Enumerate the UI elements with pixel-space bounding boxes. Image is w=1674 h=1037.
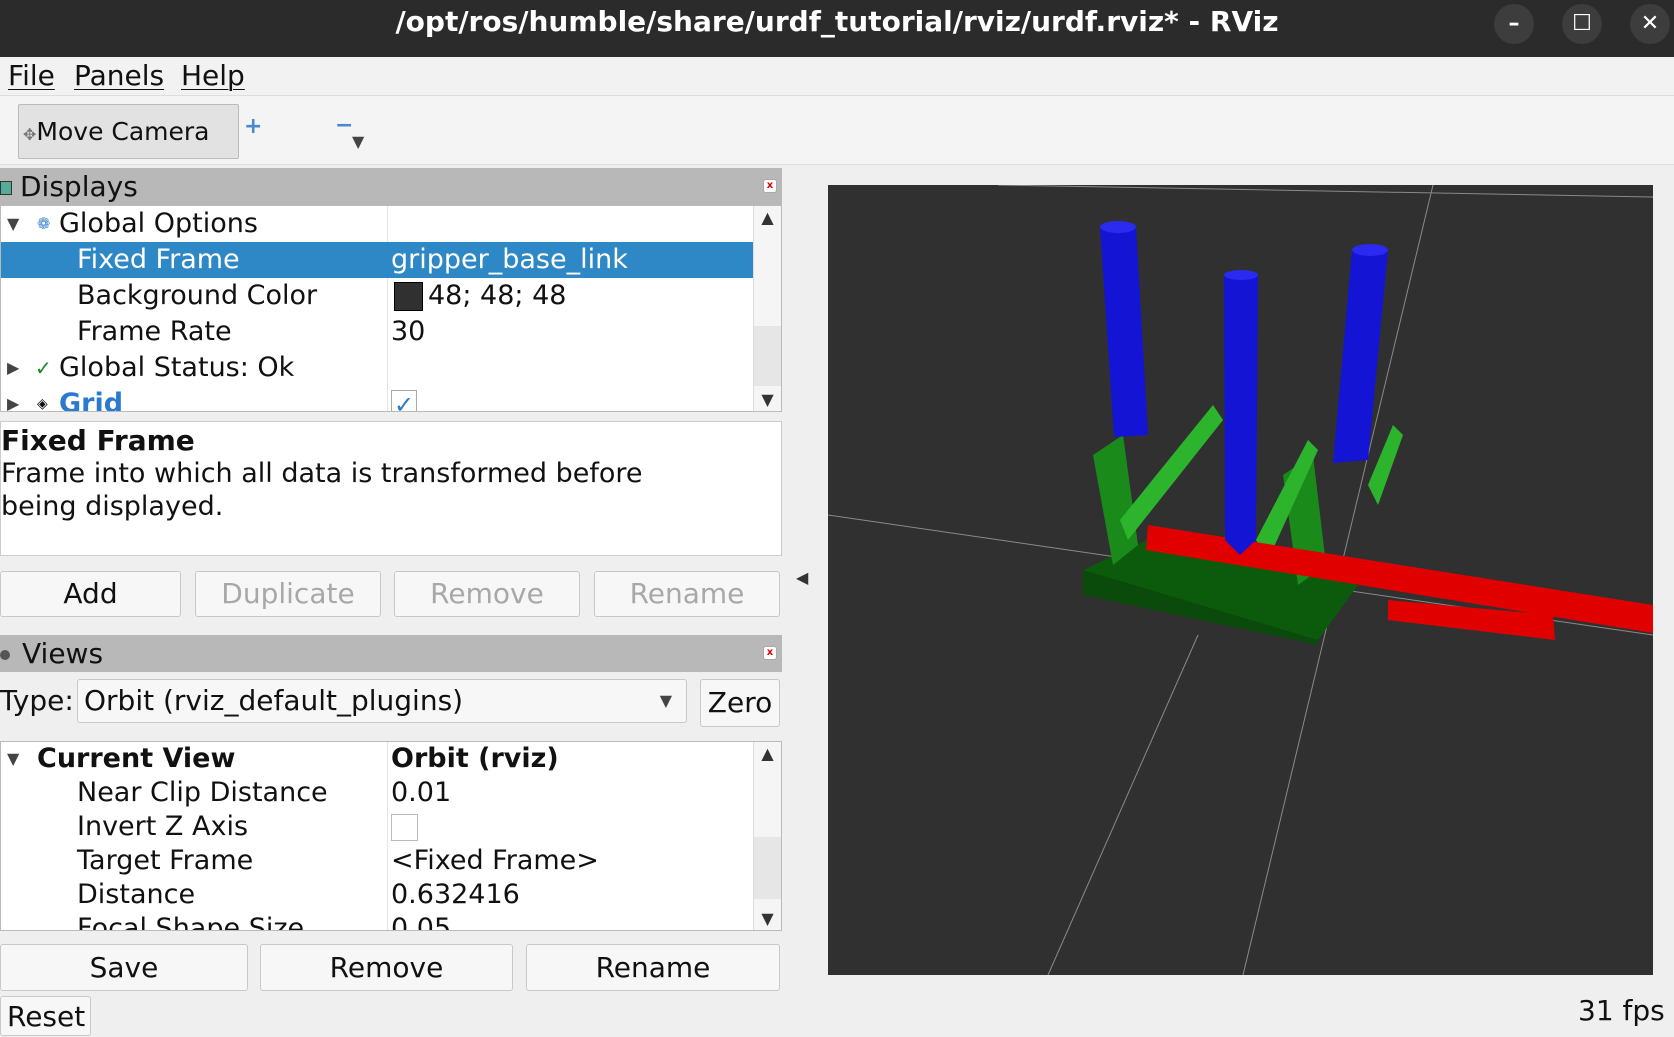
row-label: Near Clip Distance xyxy=(77,777,328,808)
save-view-button[interactable]: Save xyxy=(0,944,248,991)
3d-viewport[interactable] xyxy=(828,185,1653,975)
views-icon xyxy=(0,650,10,660)
row-value[interactable]: <Fixed Frame> xyxy=(391,845,599,876)
move-camera-label: Move Camera xyxy=(36,117,210,146)
row-value[interactable]: 0.632416 xyxy=(391,879,520,910)
zero-button[interactable]: Zero xyxy=(700,679,780,727)
tree-row-distance[interactable]: Distance 0.632416 xyxy=(1,878,755,912)
close-panel-icon[interactable]: x xyxy=(763,646,777,660)
row-value: Orbit (rviz) xyxy=(391,743,559,774)
window-title: /opt/ros/humble/share/urdf_tutorial/rviz… xyxy=(395,5,1279,38)
tree-row-fixed-frame[interactable]: Fixed Frame gripper_base_link xyxy=(1,242,755,278)
monitor-icon xyxy=(0,181,12,195)
toolbar: ✥Move Camera + − ▼ xyxy=(0,96,1674,165)
robot-scene xyxy=(828,185,1653,975)
menu-help[interactable]: Help xyxy=(181,59,245,92)
duplicate-button[interactable]: Duplicate xyxy=(195,571,381,617)
view-type-select[interactable]: Orbit (rviz_default_plugins) ▼ xyxy=(77,679,687,723)
invert-z-checkbox[interactable] xyxy=(391,814,418,841)
type-label: Type: xyxy=(0,684,74,717)
displays-panel-header: Displays x xyxy=(0,168,782,205)
title-bar: /opt/ros/humble/share/urdf_tutorial/rviz… xyxy=(0,0,1674,57)
fps-counter: 31 fps xyxy=(1578,994,1665,1027)
tree-row-background-color[interactable]: Background Color 48; 48; 48 xyxy=(1,278,755,314)
grid-icon: ◈ xyxy=(37,396,48,412)
row-label: Focal Shape Size xyxy=(77,913,305,931)
gear-icon: ❁ xyxy=(37,214,51,233)
tree-row-current-view[interactable]: ▼ Current View Orbit (rviz) xyxy=(1,742,755,776)
tree-row-target-frame[interactable]: Target Frame <Fixed Frame> xyxy=(1,844,755,878)
tree-row-global-status[interactable]: ▶ ✓ Global Status: Ok xyxy=(1,350,755,386)
row-label: Global Status: Ok xyxy=(59,352,295,383)
row-label: Invert Z Axis xyxy=(77,811,249,842)
row-label: Distance xyxy=(77,879,196,910)
displays-title: Displays xyxy=(20,170,138,203)
minimize-button[interactable]: – xyxy=(1494,4,1534,44)
expand-arrow-icon[interactable]: ▼ xyxy=(7,214,20,233)
color-swatch[interactable] xyxy=(394,282,423,311)
row-label: Frame Rate xyxy=(77,316,232,347)
remove-display-button[interactable]: Remove xyxy=(394,571,580,617)
tree-row-focal-shape-size[interactable]: Focal Shape Size 0.05 xyxy=(1,912,755,931)
reset-button[interactable]: Reset xyxy=(0,996,91,1036)
move-camera-tool[interactable]: ✥Move Camera xyxy=(18,104,239,159)
check-icon: ✓ xyxy=(35,356,52,380)
red-bars xyxy=(1146,525,1653,640)
collapse-panel-arrow-icon[interactable]: ◀ xyxy=(796,568,809,587)
frame-rate-value[interactable]: 30 xyxy=(391,316,426,347)
remove-view-button[interactable]: Remove xyxy=(260,944,513,991)
row-label: Current View xyxy=(37,743,236,774)
description-title: Fixed Frame xyxy=(1,424,195,457)
row-value[interactable]: 0.01 xyxy=(391,777,452,808)
displays-scrollbar[interactable]: ▲ ▼ xyxy=(753,206,781,411)
views-title: Views xyxy=(22,637,104,670)
menu-panels[interactable]: Panels xyxy=(74,59,165,92)
row-label: Grid xyxy=(59,388,124,412)
description-text: Frame into which all data is transformed… xyxy=(1,458,643,522)
menu-file[interactable]: File xyxy=(8,59,55,92)
displays-tree: ▼ ❁ Global Options Fixed Frame gripper_b… xyxy=(0,205,782,412)
add-button[interactable]: Add xyxy=(0,571,181,617)
chevron-down-icon: ▼ xyxy=(659,691,672,710)
row-value[interactable]: 0.05 xyxy=(391,913,452,931)
grid-checkbox[interactable]: ✓ xyxy=(391,390,417,411)
fixed-frame-value[interactable]: gripper_base_link xyxy=(391,244,628,275)
view-type-value: Orbit (rviz_default_plugins) xyxy=(84,684,464,717)
blue-fingers xyxy=(1100,221,1388,555)
maximize-button[interactable]: ☐ xyxy=(1562,4,1602,44)
expand-arrow-icon[interactable]: ▶ xyxy=(7,358,20,377)
row-label: Global Options xyxy=(59,208,258,239)
tool-menu-arrow[interactable]: ▼ xyxy=(352,132,365,151)
move-camera-icon: ✥ xyxy=(23,125,37,144)
row-label: Target Frame xyxy=(77,845,254,876)
views-panel-header: Views x xyxy=(0,635,782,672)
tree-row-invert-z[interactable]: Invert Z Axis xyxy=(1,810,755,844)
property-description: Fixed Frame Frame into which all data is… xyxy=(0,421,782,556)
tree-row-grid[interactable]: ▶ ◈ Grid ✓ xyxy=(1,386,755,412)
add-tool-button[interactable]: + xyxy=(244,114,263,139)
close-panel-icon[interactable]: x xyxy=(763,179,777,193)
expand-arrow-icon[interactable]: ▶ xyxy=(7,394,20,412)
views-scrollbar[interactable]: ▲ ▼ xyxy=(753,742,781,930)
remove-tool-button[interactable]: − xyxy=(335,113,354,138)
menu-bar: File Panels Help xyxy=(0,57,1674,96)
rename-display-button[interactable]: Rename xyxy=(594,571,780,617)
expand-arrow-icon[interactable]: ▼ xyxy=(7,749,20,768)
row-label: Background Color xyxy=(77,280,318,311)
views-tree: ▼ Current View Orbit (rviz) Near Clip Di… xyxy=(0,741,782,931)
tree-row-global-options[interactable]: ▼ ❁ Global Options xyxy=(1,206,755,242)
row-label: Fixed Frame xyxy=(77,244,240,275)
tree-row-frame-rate[interactable]: Frame Rate 30 xyxy=(1,314,755,350)
background-color-value[interactable]: 48; 48; 48 xyxy=(428,280,567,311)
rename-view-button[interactable]: Rename xyxy=(526,944,780,991)
close-button[interactable]: ✕ xyxy=(1630,4,1670,44)
tree-row-near-clip[interactable]: Near Clip Distance 0.01 xyxy=(1,776,755,810)
